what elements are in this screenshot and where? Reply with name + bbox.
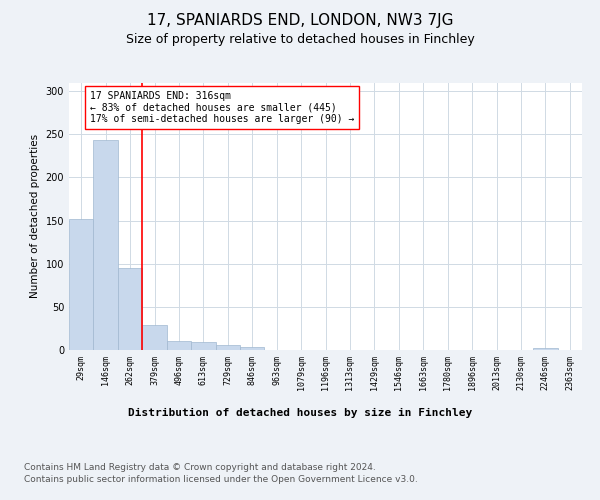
- Bar: [94, 140, 118, 350]
- Bar: [69, 219, 94, 350]
- Text: Size of property relative to detached houses in Finchley: Size of property relative to detached ho…: [125, 32, 475, 46]
- Bar: [533, 348, 557, 350]
- Bar: [118, 268, 142, 350]
- Text: Contains HM Land Registry data © Crown copyright and database right 2024.: Contains HM Land Registry data © Crown c…: [24, 462, 376, 471]
- Bar: [240, 346, 265, 350]
- Text: 17, SPANIARDS END, LONDON, NW3 7JG: 17, SPANIARDS END, LONDON, NW3 7JG: [147, 12, 453, 28]
- Bar: [215, 345, 240, 350]
- Text: Distribution of detached houses by size in Finchley: Distribution of detached houses by size …: [128, 408, 472, 418]
- Bar: [191, 342, 215, 350]
- Text: Contains public sector information licensed under the Open Government Licence v3: Contains public sector information licen…: [24, 475, 418, 484]
- Bar: [167, 342, 191, 350]
- Bar: [142, 325, 167, 350]
- Y-axis label: Number of detached properties: Number of detached properties: [30, 134, 40, 298]
- Text: 17 SPANIARDS END: 316sqm
← 83% of detached houses are smaller (445)
17% of semi-: 17 SPANIARDS END: 316sqm ← 83% of detach…: [90, 91, 354, 124]
